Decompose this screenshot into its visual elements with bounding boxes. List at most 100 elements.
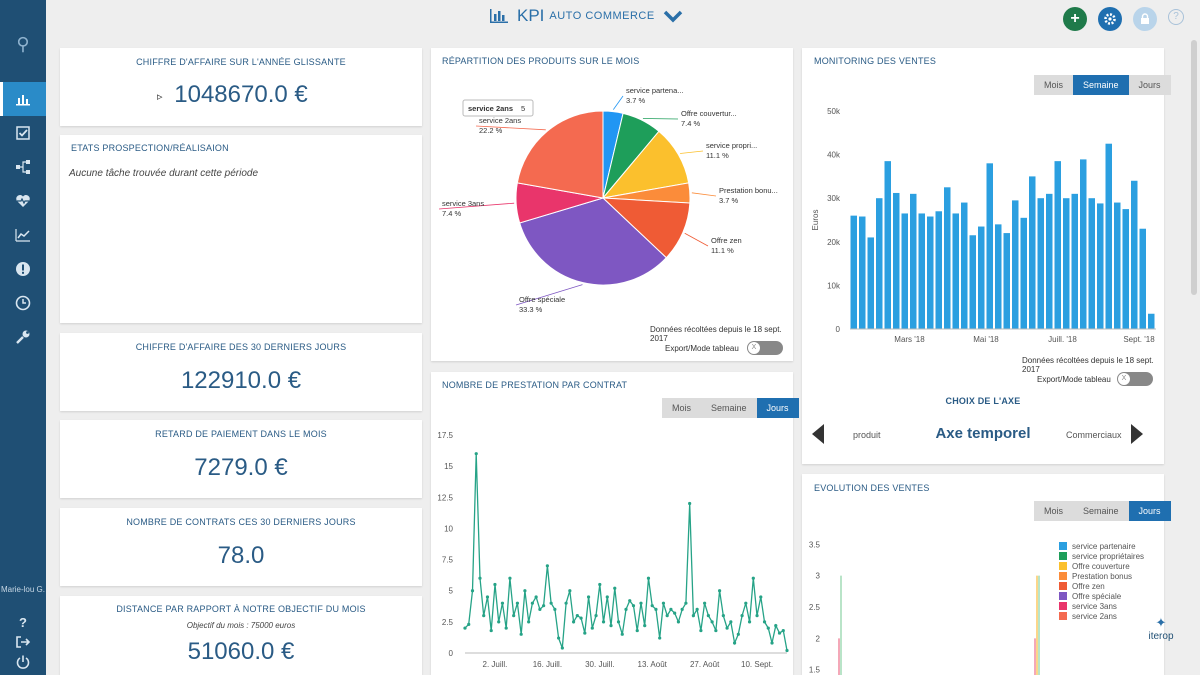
bar — [1054, 161, 1061, 329]
tab-jours[interactable]: Jours — [756, 398, 799, 418]
legend-swatch — [1059, 572, 1067, 580]
data-point — [586, 595, 591, 599]
cursor-icon: ▹ — [157, 91, 163, 103]
data-point — [512, 614, 516, 618]
bar — [893, 192, 900, 329]
bar — [838, 638, 840, 675]
data-point — [523, 589, 527, 593]
y-tick-label: 50k — [827, 107, 841, 116]
data-footer: Données récoltées depuis le 18 sept. 201… — [650, 325, 782, 343]
tab-mois[interactable]: Mois — [662, 398, 702, 418]
kpi-value: 78.0 — [217, 542, 265, 569]
sidebar-item-stats[interactable] — [0, 218, 46, 252]
legend-label: Offre zen — [1072, 582, 1105, 591]
page-scrollbar[interactable] — [1191, 40, 1197, 295]
empty-message: Aucune tâche trouvée durant cette périod… — [69, 168, 259, 179]
tab-mois[interactable]: Mois — [1034, 501, 1074, 521]
y-tick-label: 15 — [444, 462, 453, 471]
data-point — [680, 607, 684, 611]
x-tick-label: 13. Août — [638, 660, 668, 669]
axis-option-temporel[interactable]: Axe temporel — [935, 425, 1031, 442]
app-logo-icon[interactable]: ⚲ — [16, 34, 30, 54]
data-point — [534, 595, 538, 599]
pie-value-label: 22.2 % — [479, 126, 503, 135]
tab-semaine[interactable]: Semaine — [1073, 75, 1129, 95]
tab-jours[interactable]: Jours — [1128, 75, 1171, 95]
kpi-value: 1048670.0 € — [174, 81, 308, 108]
bar — [952, 213, 959, 329]
arrow-left-icon[interactable] — [812, 424, 824, 444]
pie-label: service partena... — [626, 86, 684, 95]
logout-button[interactable] — [0, 652, 46, 672]
brand-logo: ✦ iterop — [1142, 615, 1180, 642]
pie-leader-line — [680, 150, 704, 154]
legend-label: Prestation bonus — [1072, 572, 1132, 581]
add-button[interactable]: + — [1063, 7, 1087, 31]
data-point — [744, 601, 748, 605]
pie-chart[interactable]: service partena...3.7 %Offre couvertur..… — [431, 78, 793, 348]
bar-chart[interactable]: 0 10k 20k 30k 40k 50k Euros Mars '18 Mai '18 Juil… — [802, 100, 1164, 350]
pie-leader-line — [475, 125, 546, 131]
data-point — [497, 620, 501, 624]
bar — [1122, 209, 1129, 329]
sidebar-item-history[interactable] — [0, 286, 46, 320]
settings-button[interactable] — [1098, 7, 1122, 31]
bar — [1071, 193, 1078, 329]
sidebar-item-alerts[interactable] — [0, 252, 46, 286]
tab-semaine[interactable]: Semaine — [701, 398, 757, 418]
data-point — [688, 501, 692, 506]
plus-icon: + — [1070, 10, 1080, 27]
export-toggle[interactable] — [1117, 372, 1153, 386]
data-point — [508, 576, 512, 580]
data-point — [571, 620, 576, 624]
data-point — [500, 601, 505, 605]
arrow-right-icon[interactable] — [1131, 424, 1143, 444]
help-button[interactable]: ? — [0, 612, 46, 632]
data-point — [676, 620, 681, 624]
tab-jours[interactable]: Jours — [1128, 501, 1171, 521]
line-chart[interactable]: 0 2.5 5 7.5 10 12.5 15 17.5 2. Juill. 16. Juill. 3… — [431, 425, 793, 675]
data-point — [706, 614, 710, 618]
help-icon[interactable]: ? — [1168, 9, 1184, 25]
lock-button[interactable] — [1133, 7, 1157, 31]
switch-button[interactable] — [0, 632, 46, 652]
pie-leader-line — [642, 118, 679, 120]
x-tick-label: 16. Juill. — [533, 660, 562, 669]
chevron-down-icon[interactable] — [663, 9, 683, 23]
sidebar-item-admin[interactable] — [0, 320, 46, 354]
tab-semaine[interactable]: Semaine — [1073, 501, 1129, 521]
pie-label: service propri... — [706, 141, 757, 150]
legend-label: service 3ans — [1072, 602, 1117, 611]
data-point — [613, 586, 617, 590]
dashboard-selector[interactable]: KPI AUTO COMMERCE — [489, 6, 683, 26]
data-point — [777, 631, 782, 635]
data-point — [751, 576, 755, 580]
bar — [1063, 198, 1070, 329]
card-title: Répartition des produits sur le mois — [442, 56, 640, 66]
data-point — [740, 614, 744, 618]
data-point — [628, 599, 632, 603]
bar — [910, 193, 917, 329]
pie-value-label: 11.1 % — [706, 151, 729, 160]
bar — [867, 237, 874, 329]
export-toggle[interactable] — [747, 341, 783, 355]
sidebar-item-tasks[interactable] — [0, 116, 46, 150]
sidebar-item-process[interactable] — [0, 150, 46, 184]
axis-option-commerciaux[interactable]: Commerciaux — [1066, 430, 1122, 440]
bar — [1097, 203, 1104, 329]
data-point — [478, 576, 482, 580]
sidebar-item-kpi[interactable] — [0, 82, 46, 116]
period-tabs: Mois Semaine Jours — [1034, 501, 1171, 521]
sidebar-item-health[interactable] — [0, 184, 46, 218]
kpi-ca-30-card: Chiffre d'affaire des 30 derniers jours … — [60, 333, 422, 411]
pie-label: Offre couvertur... — [681, 109, 737, 118]
clock-icon — [15, 295, 31, 311]
user-name[interactable]: Marie-lou G. — [0, 585, 45, 594]
data-point — [575, 614, 579, 618]
axis-option-produit[interactable]: produit — [853, 430, 881, 440]
bar — [884, 161, 891, 329]
alert-icon — [16, 262, 30, 276]
tab-mois[interactable]: Mois — [1034, 75, 1074, 95]
data-point — [766, 626, 770, 630]
